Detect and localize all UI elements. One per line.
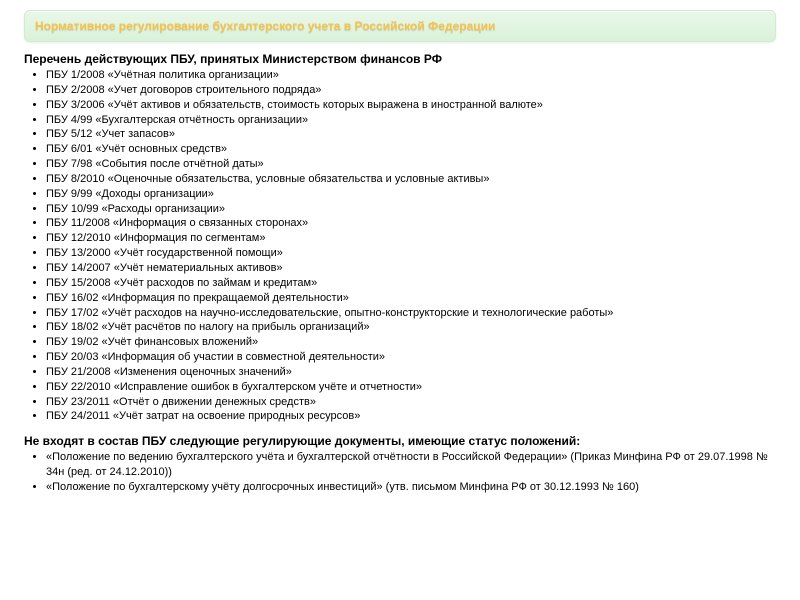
- list-item: ПБУ 23/2011 «Отчёт о движении денежных с…: [46, 395, 776, 410]
- section2-list: «Положение по ведению бухгалтерского учё…: [24, 450, 776, 495]
- list-item: ПБУ 6/01 «Учёт основных средств»: [46, 142, 776, 157]
- list-item: ПБУ 19/02 «Учёт финансовых вложений»: [46, 335, 776, 350]
- list-item: ПБУ 5/12 «Учет запасов»: [46, 127, 776, 142]
- list-item: ПБУ 21/2008 «Изменения оценочных значени…: [46, 365, 776, 380]
- list-item: ПБУ 2/2008 «Учет договоров строительного…: [46, 83, 776, 98]
- list-item: ПБУ 1/2008 «Учётная политика организации…: [46, 68, 776, 83]
- list-item: ПБУ 14/2007 «Учёт нематериальных активов…: [46, 261, 776, 276]
- list-item: ПБУ 9/99 «Доходы организации»: [46, 187, 776, 202]
- list-item: ПБУ 16/02 «Информация по прекращаемой де…: [46, 291, 776, 306]
- title-banner: Нормативное регулирование бухгалтерского…: [24, 10, 776, 42]
- title-banner-text: Нормативное регулирование бухгалтерского…: [35, 19, 495, 33]
- list-item: ПБУ 7/98 «События после отчётной даты»: [46, 157, 776, 172]
- list-item: ПБУ 4/99 «Бухгалтерская отчётность орган…: [46, 113, 776, 128]
- list-item: ПБУ 24/2011 «Учёт затрат на освоение при…: [46, 409, 776, 424]
- list-item: ПБУ 17/02 «Учёт расходов на научно-иссле…: [46, 306, 776, 321]
- list-item: ПБУ 13/2000 «Учёт государственной помощи…: [46, 246, 776, 261]
- section2-heading: Не входят в состав ПБУ следующие регулир…: [24, 434, 776, 448]
- section1-heading: Перечень действующих ПБУ, принятых Минис…: [24, 52, 776, 66]
- section1-list: ПБУ 1/2008 «Учётная политика организации…: [24, 68, 776, 424]
- list-item: ПБУ 8/2010 «Оценочные обязательства, усл…: [46, 172, 776, 187]
- document-page: Нормативное регулирование бухгалтерского…: [0, 0, 800, 600]
- list-item: ПБУ 10/99 «Расходы организации»: [46, 202, 776, 217]
- list-item: ПБУ 20/03 «Информация об участии в совме…: [46, 350, 776, 365]
- list-item: «Положение по бухгалтерскому учёту долго…: [46, 480, 776, 495]
- list-item: ПБУ 15/2008 «Учёт расходов по займам и к…: [46, 276, 776, 291]
- list-item: ПБУ 18/02 «Учёт расчётов по налогу на пр…: [46, 320, 776, 335]
- list-item: ПБУ 12/2010 «Информация по сегментам»: [46, 231, 776, 246]
- list-item: ПБУ 22/2010 «Исправление ошибок в бухгал…: [46, 380, 776, 395]
- list-item: ПБУ 3/2006 «Учёт активов и обязательств,…: [46, 98, 776, 113]
- list-item: «Положение по ведению бухгалтерского учё…: [46, 450, 776, 480]
- list-item: ПБУ 11/2008 «Информация о связанных стор…: [46, 216, 776, 231]
